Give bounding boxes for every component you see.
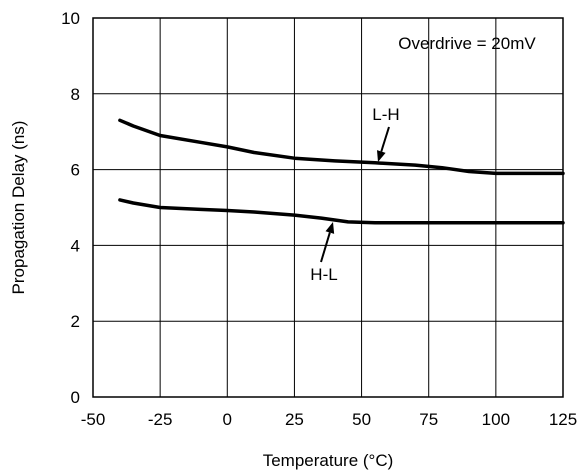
x-tick-label: -25 [148, 410, 173, 429]
hl-label: H-L [310, 265, 337, 284]
hl-annotation: H-L [310, 222, 338, 284]
hl-arrow-shaft [320, 232, 331, 263]
x-axis-title: Temperature (°C) [263, 451, 394, 470]
y-tick-label: 8 [71, 85, 80, 104]
x-tick-label: 25 [285, 410, 304, 429]
y-tick-label: 4 [71, 236, 80, 255]
series-line-l-h [118, 118, 565, 176]
lh-label: L-H [372, 105, 399, 124]
lh-annotation: L-H [372, 105, 400, 162]
series-lines [118, 118, 565, 225]
lh-arrow-head [377, 150, 386, 162]
tick-labels: -50 -25 0 25 50 75 100 125 0 2 4 6 8 10 [61, 9, 577, 429]
plot-frame [92, 17, 564, 398]
x-tick-label: 100 [482, 410, 510, 429]
hl-arrow-head [325, 222, 335, 234]
y-tick-label: 6 [71, 161, 80, 180]
y-tick-label: 2 [71, 312, 80, 331]
x-tick-label: 50 [352, 410, 371, 429]
x-tick-label: -50 [81, 410, 106, 429]
series-line-h-l [118, 198, 565, 225]
y-tick-label: 0 [71, 388, 80, 407]
overdrive-annotation: Overdrive = 20mV [398, 34, 536, 53]
x-tick-label: 75 [419, 410, 438, 429]
x-tick-label: 125 [549, 410, 577, 429]
x-tick-label: 0 [223, 410, 232, 429]
y-tick-label: 10 [61, 9, 80, 28]
y-axis-title: Propagation Delay (ns) [9, 121, 28, 295]
lh-arrow-shaft [380, 126, 390, 152]
